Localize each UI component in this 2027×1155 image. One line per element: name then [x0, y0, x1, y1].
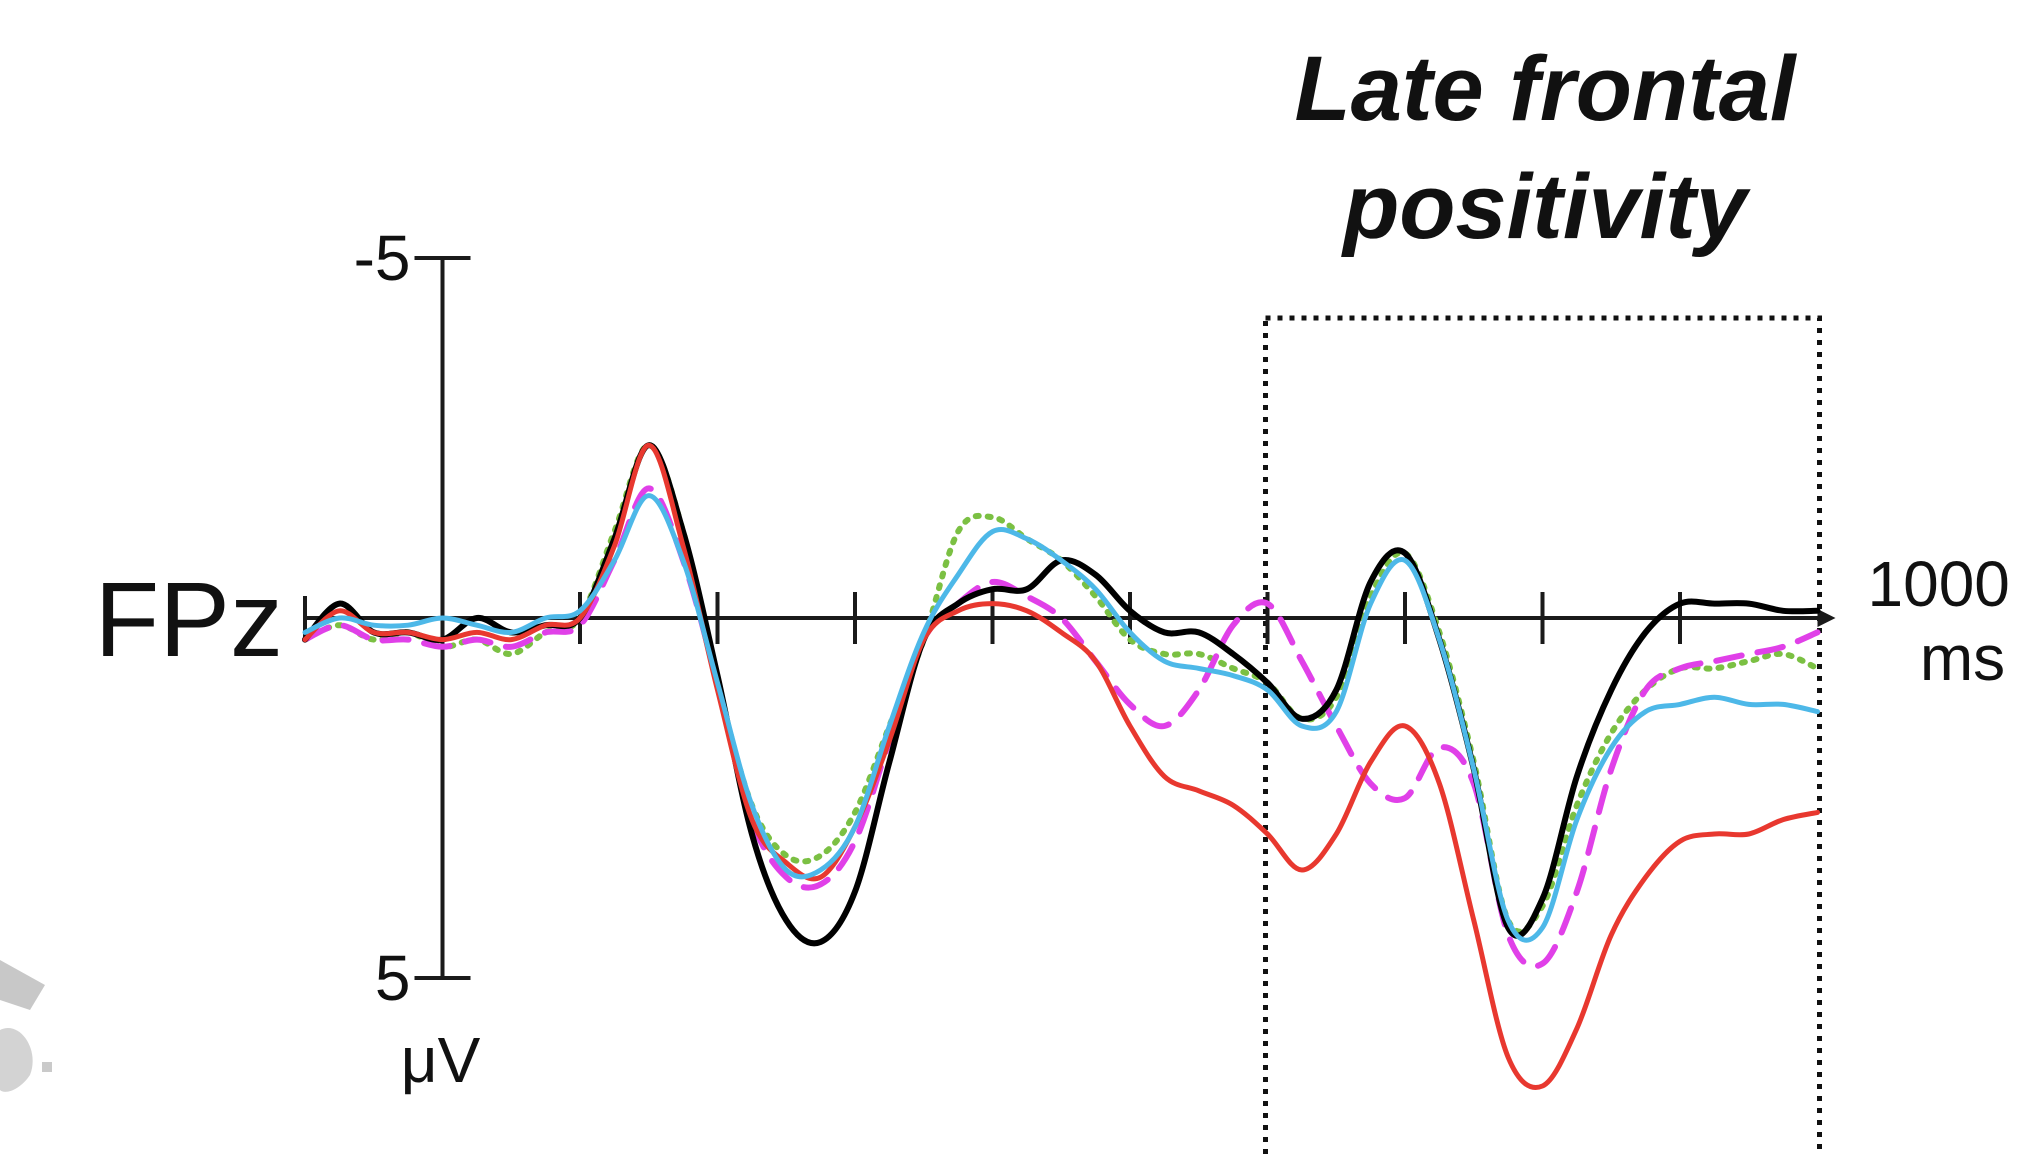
annotation-title-line-1: Late frontal: [1295, 38, 1798, 140]
partial-logo: [0, 960, 52, 1092]
x-end-label: 1000: [1868, 548, 2010, 620]
y-tick-label-bottom: 5: [375, 942, 411, 1014]
x-axis-arrowhead: [1817, 609, 1836, 627]
waveform-series-4: [302, 442, 1821, 935]
waveform-series-1: [302, 442, 1821, 947]
waveform-series: [302, 442, 1821, 1090]
annotation-title-line-2: positivity: [1340, 156, 1751, 258]
y-unit-label: μV: [401, 1024, 481, 1096]
waveform-series-2: [302, 442, 1820, 1090]
waveform-series-3: [302, 485, 1821, 970]
x-unit-label: ms: [1920, 622, 2005, 694]
late-frontal-window-box: [1263, 315, 1822, 1155]
waveform-series-5: [302, 493, 1820, 943]
channel-label: FPz: [95, 561, 283, 679]
y-tick-label-top: -5: [354, 222, 411, 294]
